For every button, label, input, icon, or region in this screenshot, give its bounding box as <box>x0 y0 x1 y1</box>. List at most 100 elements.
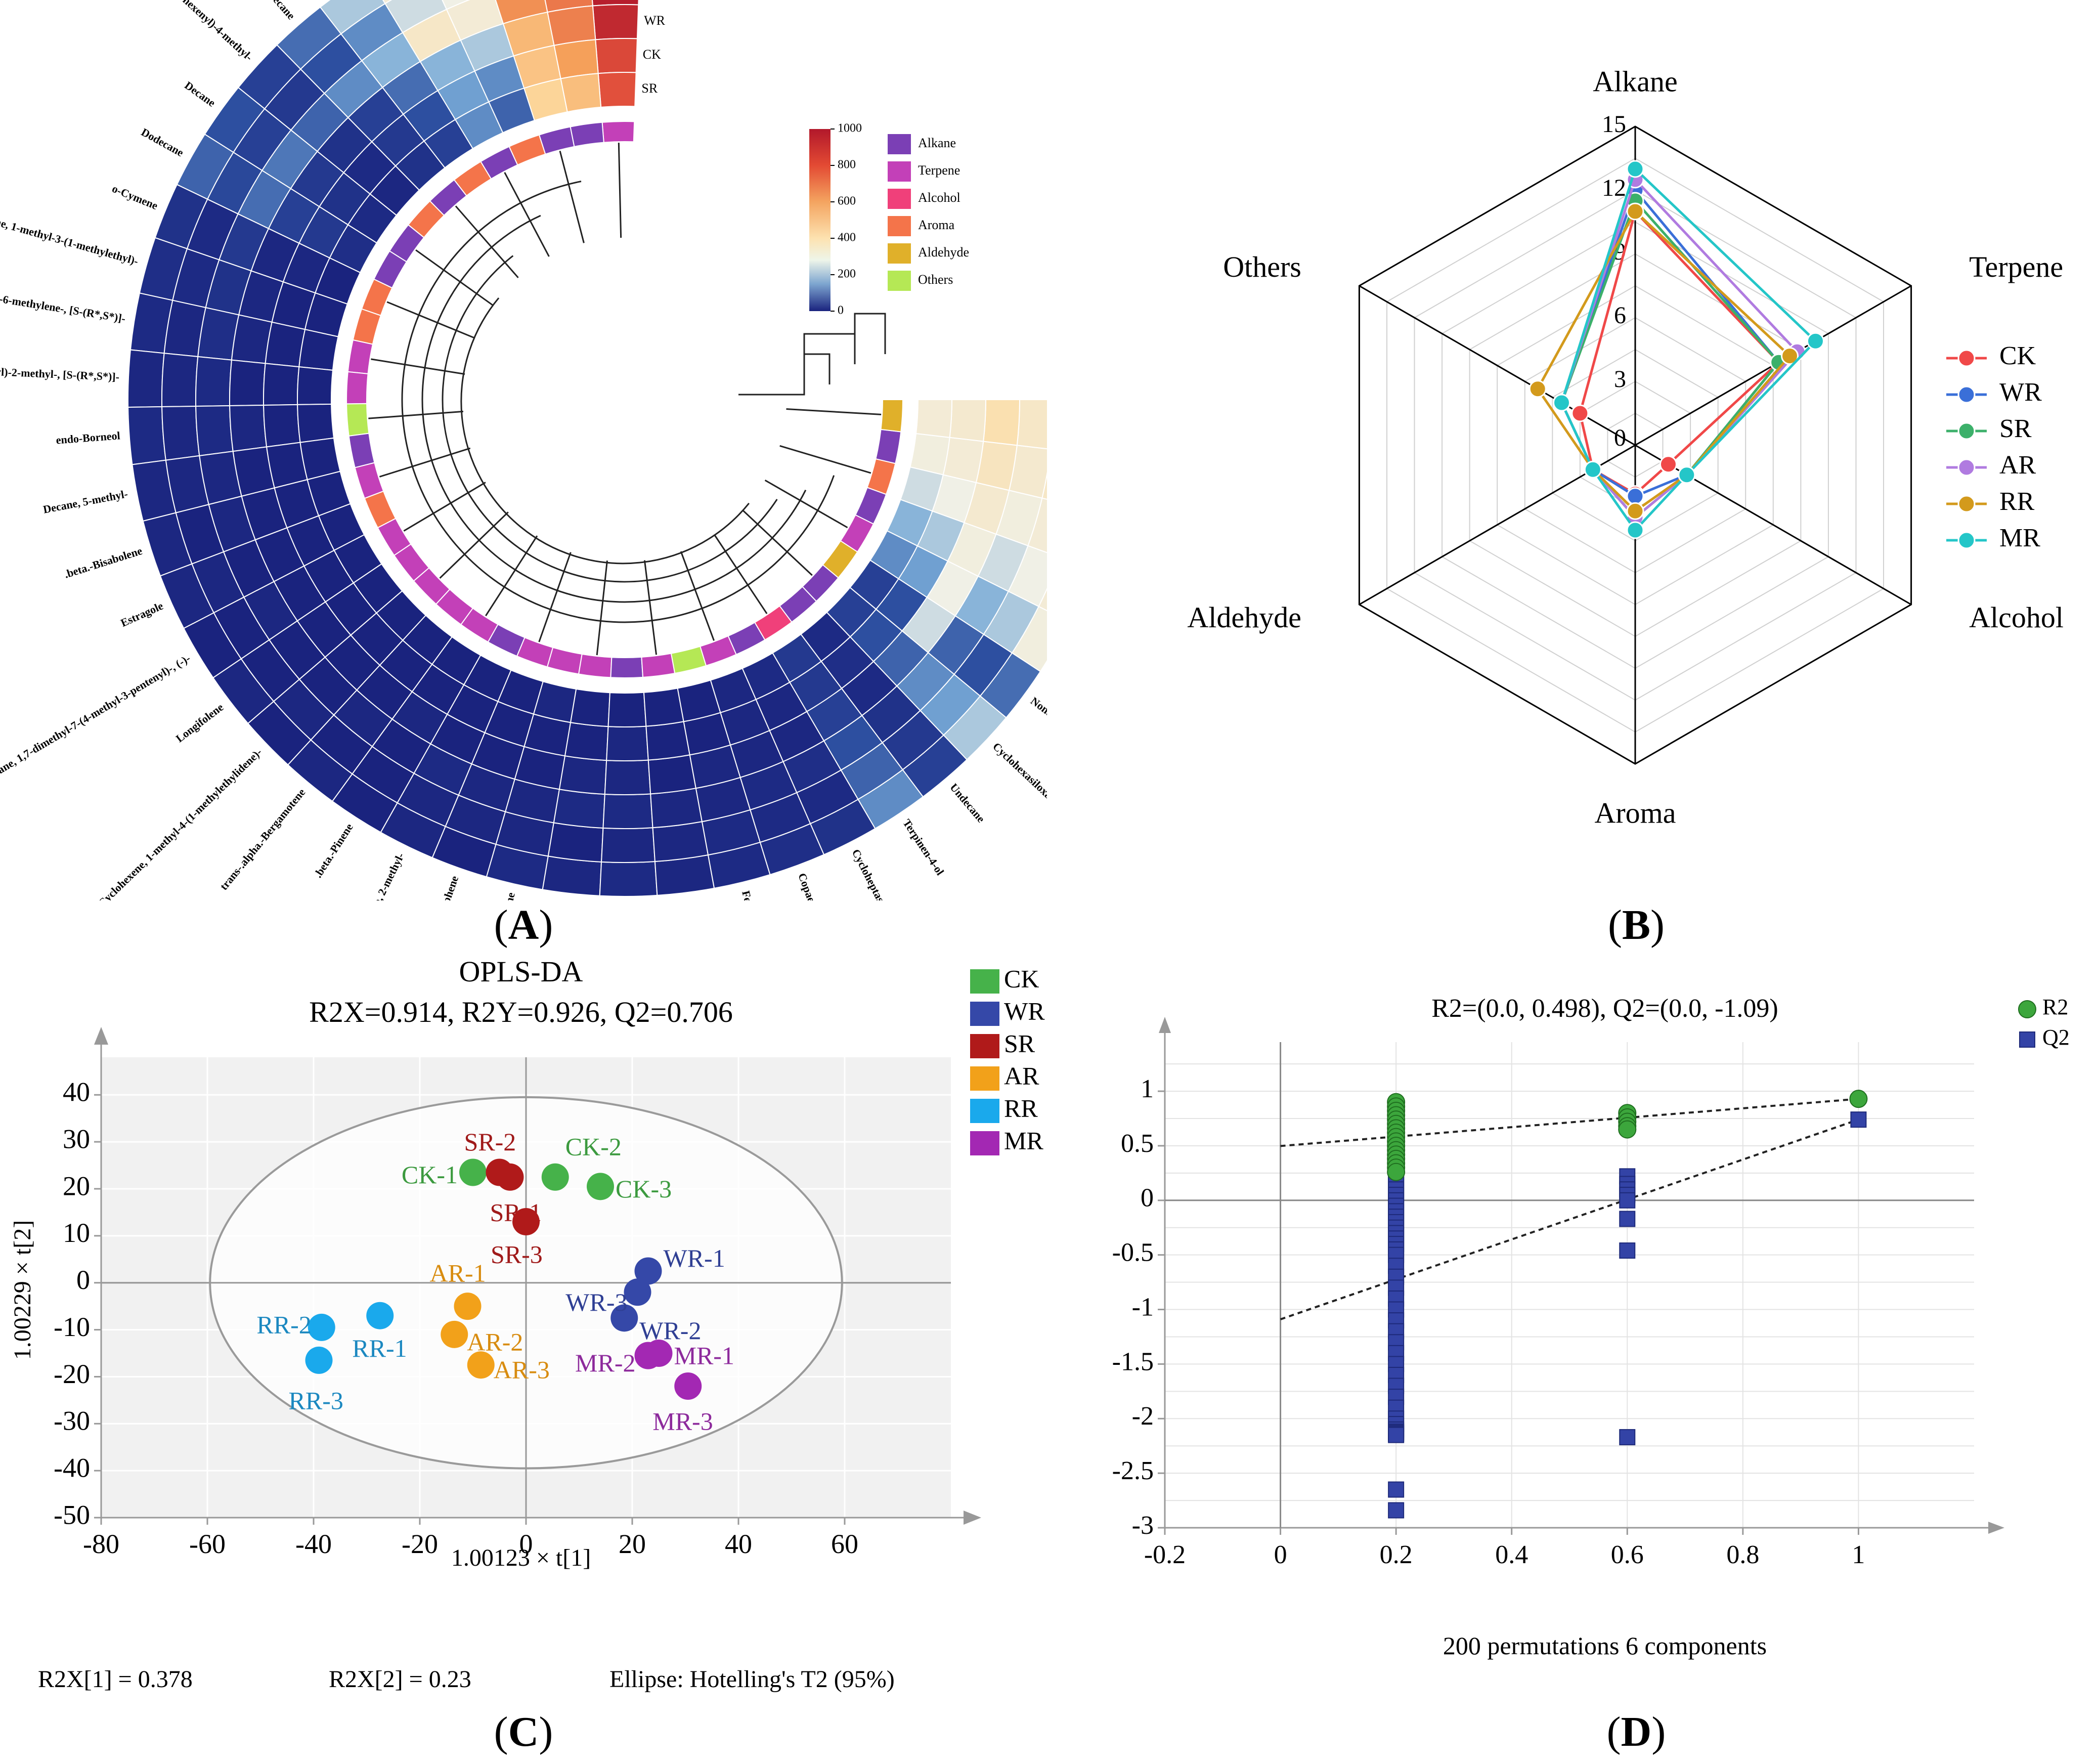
legend-label-sr: SR <box>1999 414 2032 443</box>
radar-point-mr <box>1553 394 1571 412</box>
compound-label: Cyclohexasiloxane, dodecamethyl- <box>990 740 1047 861</box>
y-axis-arrow <box>1159 1017 1171 1033</box>
legend-label-wr: WR <box>1004 997 1045 1025</box>
x-tick-label: 1 <box>1852 1540 1865 1569</box>
point-mr-2 <box>634 1342 662 1369</box>
y-tick-label: -1 <box>1132 1293 1154 1321</box>
class-color-cell <box>346 403 370 437</box>
heatmap-cell <box>606 725 649 761</box>
compound-label: Benzene, 1-methyl-3-(1-methylethyl)- <box>0 207 140 268</box>
heatmap-cell <box>547 822 604 863</box>
y-tick-label: 0 <box>76 1265 90 1295</box>
compound-label: Benzene, 1-(1,5-dimethyl-4-hexenyl)-4-me… <box>83 0 255 63</box>
radar-axis-label-alkane: Alkane <box>1593 65 1678 98</box>
point-label-ar-2: AR-2 <box>467 1327 523 1356</box>
heatmap-cell <box>602 793 653 829</box>
heatmap-cell <box>909 433 950 476</box>
dendrogram-leaf <box>485 535 538 617</box>
class-legend-swatch <box>888 216 911 236</box>
scale-tick-label: 800 <box>838 158 856 171</box>
dendrogram-leaf <box>786 408 882 415</box>
r2-point <box>1387 1163 1406 1181</box>
compound-label: .beta.-Bisabolene <box>63 544 144 581</box>
dendrogram-leaf <box>379 447 471 478</box>
radar-point-rr <box>1626 202 1644 221</box>
compound-label: Fenchone <box>739 889 763 900</box>
dendrogram-leaf <box>368 410 463 419</box>
x-tick-label: 0 <box>519 1529 533 1559</box>
fit-line-q2-fit <box>1280 1118 1859 1320</box>
dendrogram-leaf <box>455 205 519 278</box>
scale-tick-label: 600 <box>838 195 856 208</box>
y-tick-label: -2 <box>1132 1402 1154 1431</box>
point-ck-2 <box>541 1163 569 1191</box>
radar-axis-label-aroma: Aroma <box>1594 796 1676 829</box>
class-color-cell <box>348 433 375 468</box>
compound-label: .alpha.-Pinene <box>490 891 517 900</box>
radar-point-rr <box>1781 347 1799 365</box>
compound-label: Tetradecane <box>250 0 298 22</box>
y-tick-label: -10 <box>54 1312 90 1342</box>
dendrogram-branch <box>442 255 778 583</box>
scale-tick-label: 400 <box>838 231 856 244</box>
compound-label: Longifolene <box>173 701 226 745</box>
radar-axis-label-terpene: Terpene <box>1969 250 2063 283</box>
legend-label-rr: RR <box>1004 1094 1038 1122</box>
point-wr-2 <box>610 1304 638 1332</box>
point-label-ar-1: AR-1 <box>430 1259 486 1287</box>
radar-chart: Alkane Terpene Alcohol Aroma Aldehyde Others 0… <box>1187 65 2064 829</box>
compound-label: endo-Borneol <box>56 429 121 446</box>
legend-label-ar: AR <box>1004 1061 1039 1090</box>
chart-title: R2=(0.0, 0.498), Q2=(0.0, -1.09) <box>1431 994 1778 1023</box>
point-label-rr-2: RR-2 <box>256 1310 311 1339</box>
dendrogram-leaf <box>596 560 608 656</box>
y-tick-label: -3 <box>1132 1511 1154 1540</box>
heatmap-cell <box>263 363 300 406</box>
class-color-cell <box>347 339 374 374</box>
legend-swatch-mr <box>970 1131 999 1155</box>
q2-point <box>1619 1192 1636 1209</box>
radar-tick-label: 15 <box>1602 111 1626 138</box>
point-label-ck-2: CK-2 <box>565 1132 622 1160</box>
legend-label-mr: MR <box>1004 1126 1043 1154</box>
class-color-cell <box>601 121 635 143</box>
radar-tick-label: 6 <box>1614 302 1626 329</box>
legend-swatch-rr <box>970 1099 999 1123</box>
circular-heatmap-chart: D-LimoneneSilanediol, dimethyl-Cyclotetr… <box>0 0 1047 900</box>
compound-label: trans-.alpha.-Bergamotene <box>217 786 308 892</box>
x-tick-label: -60 <box>189 1529 226 1559</box>
row-group-label: WR <box>644 13 666 28</box>
heatmap-cell <box>263 404 301 448</box>
dendrogram-leaf <box>643 560 658 655</box>
legend-label-rr: RR <box>1999 487 2035 516</box>
dendrogram-leaf <box>386 301 475 339</box>
radar-axis-label-alcohol: Alcohol <box>1969 601 2064 634</box>
y-tick-label: 0.5 <box>1121 1129 1154 1158</box>
class-color-cell <box>641 653 676 678</box>
class-legend-label: Others <box>918 272 953 287</box>
radar-point-rr <box>1528 380 1547 398</box>
heatmap-cell <box>127 406 166 465</box>
heatmap-cell <box>560 73 602 113</box>
heatmap-cell <box>592 4 639 40</box>
heatmap-cell <box>595 38 638 74</box>
panel-c-opls-da: OPLS-DA R2X=0.914, R2Y=0.926, Q2=0.706 -80… <box>0 956 1047 1710</box>
class-legend-swatch <box>888 271 911 291</box>
dendrogram-leaf <box>779 445 871 474</box>
compound-label: 1,3-Cyclohexadiene, 5-(1,5-dimethyl-4-he… <box>0 356 120 383</box>
class-color-cell <box>570 121 604 148</box>
x-tick-label: -40 <box>295 1529 332 1559</box>
compound-label: .beta.-Pinene <box>312 821 356 880</box>
heatmap-cell <box>229 359 266 406</box>
point-sr-3 <box>512 1208 540 1235</box>
y-tick-label: 20 <box>63 1171 90 1201</box>
x-tick-label: 0 <box>1274 1540 1287 1569</box>
point-rr-2 <box>308 1313 335 1341</box>
class-color-cell <box>875 428 902 464</box>
point-label-ck-1: CK-1 <box>402 1160 458 1189</box>
point-sr-2 <box>486 1158 513 1186</box>
dendrogram-branch <box>401 181 835 623</box>
point-label-wr-1: WR-1 <box>664 1244 725 1272</box>
legend-label-q2: Q2 <box>2042 1025 2070 1050</box>
x-tick-label: 0.2 <box>1380 1540 1413 1569</box>
